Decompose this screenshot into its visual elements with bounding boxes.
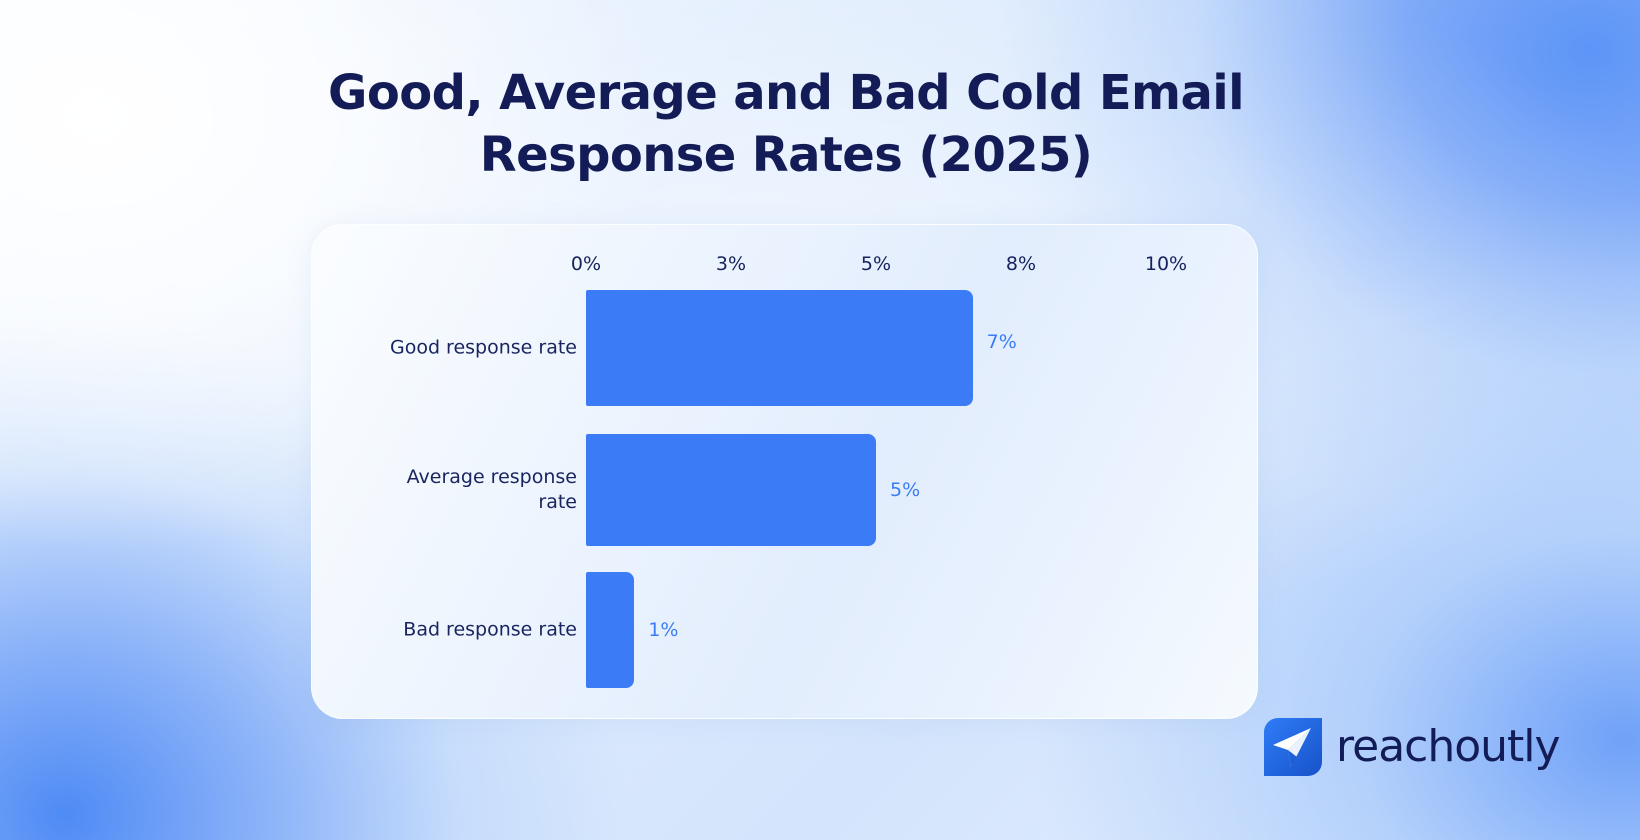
axis-tick-label: 0% [570, 253, 602, 275]
chart-card: 0% 3% 5% 8% 10% Good response rate 7% Average r… [311, 224, 1258, 719]
axis-tick-label: 5% [860, 253, 892, 275]
bar [586, 572, 635, 688]
page-title-line-2: Response Rates (2025) [479, 127, 1093, 183]
brand-name: reachoutly [1336, 721, 1561, 772]
category-label: Good response rate [389, 336, 577, 359]
brand-logo: reachoutly [1264, 718, 1561, 776]
axis-tick-label: 10% [1144, 253, 1188, 275]
bar-chart-plot: 0% 3% 5% 8% 10% Good response rate 7% Average r… [312, 225, 1257, 718]
page-title-line-1: Good, Average and Bad Cold Email [328, 65, 1245, 121]
axis-tick-label: 8% [1005, 253, 1037, 275]
bar [586, 434, 876, 546]
page-title: Good, Average and Bad Cold Email Respons… [0, 62, 1572, 186]
bar-value-label: 7% [986, 331, 1017, 353]
category-label: Bad response rate [403, 618, 577, 641]
bar [586, 290, 973, 406]
axis-tick-label: 3% [715, 253, 747, 275]
category-label: Average response rate [406, 466, 577, 513]
bar-value-label: 1% [648, 619, 679, 641]
bar-value-label: 5% [890, 479, 921, 501]
paper-plane-icon [1264, 718, 1322, 776]
